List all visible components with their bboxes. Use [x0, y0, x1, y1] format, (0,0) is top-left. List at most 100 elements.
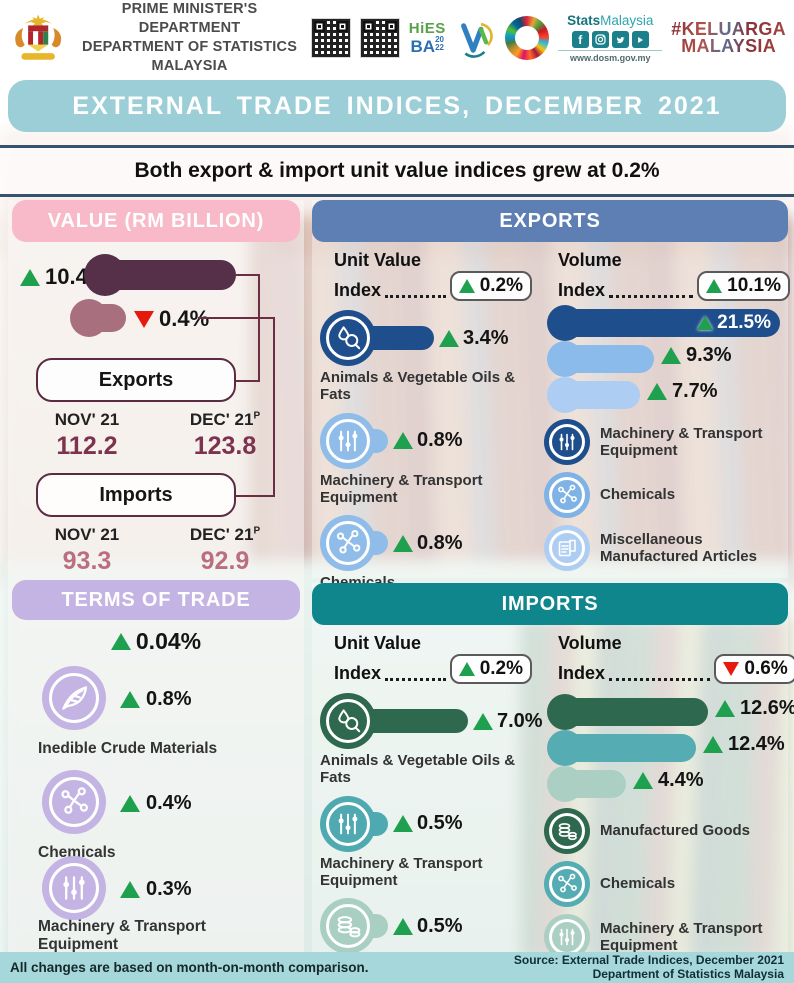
up-triangle-icon	[647, 382, 667, 400]
exports-panel: EXPORTS Unit Value Index 0.2%	[312, 200, 790, 591]
uv-item: 7.0% Animals & Vegetable Oils & Fats	[320, 693, 543, 787]
legend-item: Manufactured Goods	[544, 808, 794, 854]
ba-text: BA	[410, 37, 436, 56]
articles-icon	[544, 525, 590, 571]
up-triangle-icon	[393, 432, 413, 449]
facebook-icon: f	[571, 31, 589, 48]
goods-icon	[544, 808, 590, 854]
exports-volume-change: 10.1%	[697, 271, 790, 301]
terms-of-trade-overall: 0.04%	[8, 628, 304, 655]
dotted-leader	[385, 286, 446, 298]
volume-bar	[547, 377, 640, 413]
imports-volume-column: Volume Index 0.6% 12.6%	[544, 631, 794, 974]
uv-bar	[360, 709, 468, 733]
uv-item: 0.8% Machinery & Transport Equipment	[320, 412, 532, 507]
up-triangle-icon	[703, 735, 723, 753]
up-triangle-icon	[706, 279, 723, 293]
machinery-icon	[42, 856, 106, 920]
imports-value-change: 0.4%	[134, 306, 209, 332]
qr-code-icon	[310, 18, 351, 58]
value-and-terms-column: VALUE (RM BILLION) 10.4% 0.4% Exports NO…	[8, 200, 304, 953]
source-attribution: Source: External Trade Indices, December…	[513, 952, 784, 981]
census-v-logo	[460, 22, 493, 58]
footnote: All changes are based on month-on-month …	[10, 960, 369, 975]
tot-item-label: Inedible Crude Materials	[38, 740, 218, 757]
volume-heading: Volume	[558, 250, 622, 270]
hies-ba-2022-logo: HiES BA 20 22	[408, 20, 446, 56]
down-triangle-icon	[723, 662, 740, 676]
oils-icon	[320, 693, 376, 749]
exports-month-values: NOV' 21 112.2 DEC' 21P 123.8	[18, 410, 294, 461]
up-triangle-icon	[473, 712, 493, 730]
uv-item-label: Machinery & Transport Equipment	[320, 471, 483, 506]
imports-unit-value-change: 0.2%	[449, 654, 532, 684]
connector-line	[258, 274, 260, 380]
connector-line	[234, 495, 275, 497]
tot-item-label: Chemicals	[38, 844, 116, 861]
exports-unit-value-change: 0.2%	[449, 271, 532, 301]
up-triangle-icon	[393, 917, 413, 935]
value-section-header: VALUE (RM BILLION)	[12, 200, 300, 242]
dosm-website-url[interactable]: www.dosm.gov.my	[558, 50, 663, 63]
imports-volume-change: 0.6%	[714, 654, 794, 684]
up-triangle-icon	[439, 329, 459, 347]
imports-value-bar	[70, 299, 126, 337]
exports-dec-value: 123.8	[193, 432, 257, 460]
up-triangle-icon	[393, 815, 413, 832]
uv-item-label: Animals & Vegetable Oils & Fats	[320, 369, 516, 404]
chemicals-icon	[544, 861, 590, 907]
up-triangle-icon	[458, 662, 475, 676]
up-triangle-icon	[20, 268, 40, 286]
machinery-icon	[544, 419, 590, 465]
up-triangle-icon	[697, 316, 714, 330]
up-triangle-icon	[458, 279, 475, 293]
dotted-leader	[385, 669, 446, 681]
imports-unit-value-column: Unit Value Index 0.2%	[320, 631, 543, 974]
legend-item: Machinery & Transport Equipment	[544, 419, 790, 465]
unit-value-heading: Unit Value	[334, 250, 422, 270]
hies-text: HiES	[408, 20, 446, 37]
instagram-icon	[591, 31, 609, 48]
chemicals-icon	[320, 515, 376, 571]
exports-unit-value-column: Unit Value Index 0.2%	[320, 248, 532, 591]
tot-item-label: Machinery & Transport Equipment	[38, 918, 206, 953]
chemicals-icon	[42, 770, 106, 834]
connector-line	[198, 317, 273, 319]
department-title: PRIME MINISTER'S DEPARTMENT DEPARTMENT O…	[77, 0, 301, 75]
sdg-wheel-icon	[505, 16, 550, 60]
imports-panel: IMPORTS Unit Value Index 0.2%	[312, 583, 794, 974]
legend-item: Machinery & Transport Equipment	[544, 914, 794, 960]
up-triangle-icon	[110, 633, 131, 650]
page-title: EXTERNAL TRADE INDICES, DECEMBER 2021	[8, 80, 786, 132]
down-triangle-icon	[134, 310, 154, 328]
tot-item-change: 0.4%	[120, 792, 192, 815]
chemicals-icon	[544, 472, 590, 518]
dept-line1: PRIME MINISTER'S DEPARTMENT	[121, 1, 258, 37]
dotted-leader	[609, 669, 711, 681]
goods-icon	[320, 898, 376, 954]
up-triangle-icon	[120, 795, 140, 812]
masthead: PRIME MINISTER'S DEPARTMENT DEPARTMENT O…	[0, 0, 794, 76]
imports-dec-value: 92.9	[200, 547, 250, 575]
exports-panel-header: EXPORTS	[312, 200, 788, 242]
keluarga-malaysia-wordmark: #KELUARGA MALAYSIA	[671, 18, 786, 56]
volume-bar	[547, 766, 626, 802]
up-triangle-icon	[661, 346, 681, 364]
key-message: Both export & import unit value indices …	[0, 145, 794, 197]
connector-line	[234, 380, 260, 382]
exports-volume-column: Volume Index 10.1% 21.5% 9.3%	[544, 248, 790, 591]
up-triangle-icon	[715, 699, 735, 717]
imports-panel-header: IMPORTS	[312, 583, 788, 625]
imports-box: Imports	[36, 473, 236, 517]
machinery-icon	[320, 795, 376, 852]
uv-item: 0.8% Chemicals	[320, 515, 532, 591]
uv-item-label: Machinery & Transport Equipment	[320, 854, 483, 889]
up-triangle-icon	[633, 771, 653, 789]
legend-item: Chemicals	[544, 861, 794, 907]
legend-item: Miscellaneous Manufactured Articles	[544, 525, 790, 571]
volume-bar	[547, 341, 654, 377]
exports-box: Exports	[36, 358, 236, 402]
uv-item-label: Animals & Vegetable Oils & Fats	[320, 752, 516, 787]
footer-bar: All changes are based on month-on-month …	[0, 952, 794, 983]
